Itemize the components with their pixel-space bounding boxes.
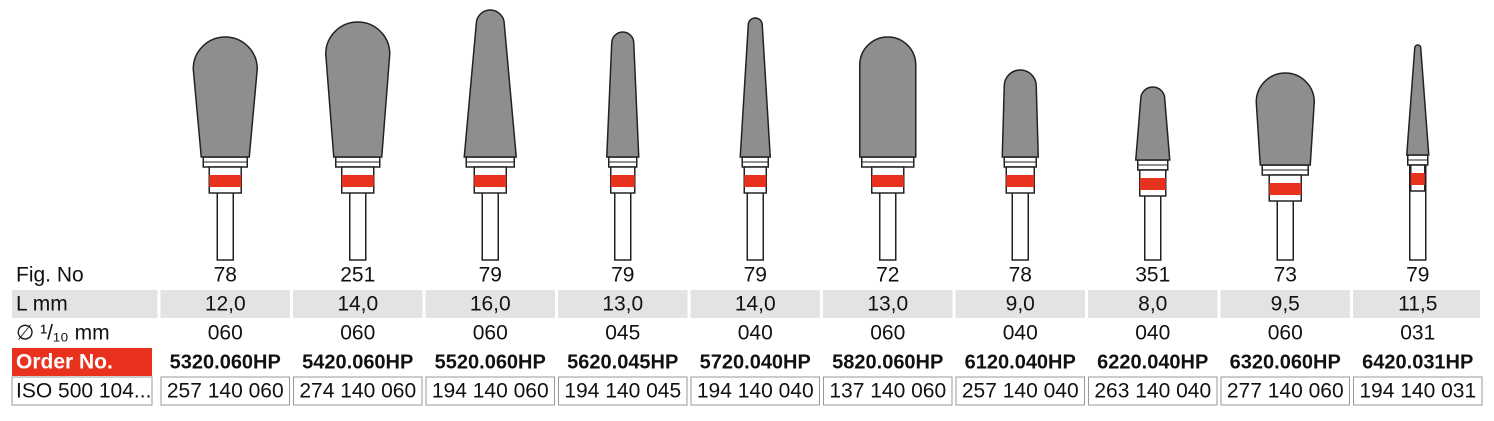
bur-head xyxy=(739,17,772,158)
cell-box xyxy=(690,376,820,406)
bur-head xyxy=(1255,72,1316,166)
cell-box xyxy=(293,376,423,406)
cell-text: 274 140 060 xyxy=(299,380,416,403)
bur-drawing xyxy=(859,36,917,261)
color-ring xyxy=(1139,178,1166,190)
cell-box xyxy=(160,376,290,406)
color-ring xyxy=(209,175,242,187)
cell-text: 045 xyxy=(605,322,640,345)
label-highlight xyxy=(12,348,152,376)
cell-text: 5620.045HP xyxy=(567,351,678,373)
cell-text: 79 xyxy=(611,264,634,287)
cell-text: 5320.060HP xyxy=(170,351,281,373)
cell-text: 194 140 060 xyxy=(432,380,549,403)
color-ring xyxy=(1410,173,1425,185)
cell-text: 5820.060HP xyxy=(832,351,943,373)
color-ring xyxy=(1269,183,1302,195)
cell-box xyxy=(823,376,953,406)
cell-text: 031 xyxy=(1400,322,1435,345)
bur-head xyxy=(1001,69,1040,158)
row-label: Fig. No xyxy=(16,264,84,287)
cell-text: 8,0 xyxy=(1138,293,1167,316)
bur-drawing xyxy=(1001,69,1040,261)
cell-text: 137 140 060 xyxy=(829,380,946,403)
color-ring xyxy=(610,175,635,187)
cell-text: 060 xyxy=(1268,322,1303,345)
cell-text: 060 xyxy=(870,322,905,345)
cell-text: 9,5 xyxy=(1271,293,1300,316)
bur-head xyxy=(605,31,640,158)
cell-text: 16,0 xyxy=(470,293,511,316)
cell-text: 5520.060HP xyxy=(435,351,546,373)
cell-text: 78 xyxy=(214,264,237,287)
cell-text: 194 140 031 xyxy=(1359,380,1476,403)
cell-text: 78 xyxy=(1009,264,1032,287)
row-label: L mm xyxy=(16,293,68,316)
cell-text: 13,0 xyxy=(602,293,643,316)
bur-drawing xyxy=(605,31,640,261)
bur-head xyxy=(192,36,259,158)
cell-text: 257 140 040 xyxy=(962,380,1079,403)
color-ring xyxy=(871,175,904,187)
cell-text: 194 140 045 xyxy=(564,380,681,403)
cell-text: 14,0 xyxy=(337,293,378,316)
bur-drawing xyxy=(324,21,391,261)
cell-box xyxy=(558,376,688,406)
cell-box xyxy=(955,376,1085,406)
cell-text: 351 xyxy=(1135,264,1170,287)
cell-text: 060 xyxy=(473,322,508,345)
row-label: ISO 500 104... xyxy=(16,380,151,403)
row-bg xyxy=(12,290,1480,318)
color-ring xyxy=(744,175,767,187)
cell-text: 12,0 xyxy=(205,293,246,316)
bur-head xyxy=(859,36,917,158)
cell-text: 6320.060HP xyxy=(1230,351,1341,373)
cell-text: 5720.040HP xyxy=(700,351,811,373)
bur-drawing xyxy=(463,9,518,261)
cell-text: 060 xyxy=(340,322,375,345)
cell-box xyxy=(1220,376,1350,406)
cell-text: 251 xyxy=(340,264,375,287)
bur-head xyxy=(324,21,391,158)
cell-text: 14,0 xyxy=(735,293,776,316)
cell-text: 79 xyxy=(744,264,767,287)
cell-text: 13,0 xyxy=(867,293,908,316)
cell-text: 060 xyxy=(208,322,243,345)
cell-text: 040 xyxy=(1003,322,1038,345)
color-ring xyxy=(474,175,507,187)
bur-drawing xyxy=(192,36,259,261)
cell-box xyxy=(425,376,555,406)
bur-drawing xyxy=(1405,44,1430,261)
bur-drawing xyxy=(1134,86,1171,261)
cell-text: 79 xyxy=(479,264,502,287)
cell-text: 040 xyxy=(738,322,773,345)
cell-text: 6120.040HP xyxy=(965,351,1076,373)
cell-text: 5420.060HP xyxy=(302,351,413,373)
cell-text: 11,5 xyxy=(1398,293,1437,316)
cell-text: 79 xyxy=(1406,264,1429,287)
label-box xyxy=(11,376,153,406)
cell-text: 9,0 xyxy=(1006,293,1035,316)
cell-text: 6220.040HP xyxy=(1097,351,1208,373)
bur-drawing xyxy=(1255,72,1316,261)
cell-text: 277 140 060 xyxy=(1227,380,1344,403)
cell-text: 6420.031HP xyxy=(1362,351,1473,373)
cell-text: 257 140 060 xyxy=(167,380,284,403)
bur-head xyxy=(463,9,518,158)
cell-box xyxy=(1353,376,1483,406)
color-ring xyxy=(1006,175,1035,187)
cell-text: 040 xyxy=(1135,322,1170,345)
row-label: ∅ ¹/₁₀ mm xyxy=(16,322,110,345)
cell-text: 194 140 040 xyxy=(697,380,814,403)
bur-head xyxy=(1405,44,1430,156)
row-label: Order No. xyxy=(16,351,113,374)
bur-drawing xyxy=(739,17,772,261)
cell-text: 263 140 040 xyxy=(1094,380,1211,403)
cell-text: 73 xyxy=(1274,264,1297,287)
color-ring xyxy=(341,175,374,187)
cell-text: 72 xyxy=(876,264,899,287)
bur-head xyxy=(1134,86,1171,161)
cell-box xyxy=(1088,376,1218,406)
